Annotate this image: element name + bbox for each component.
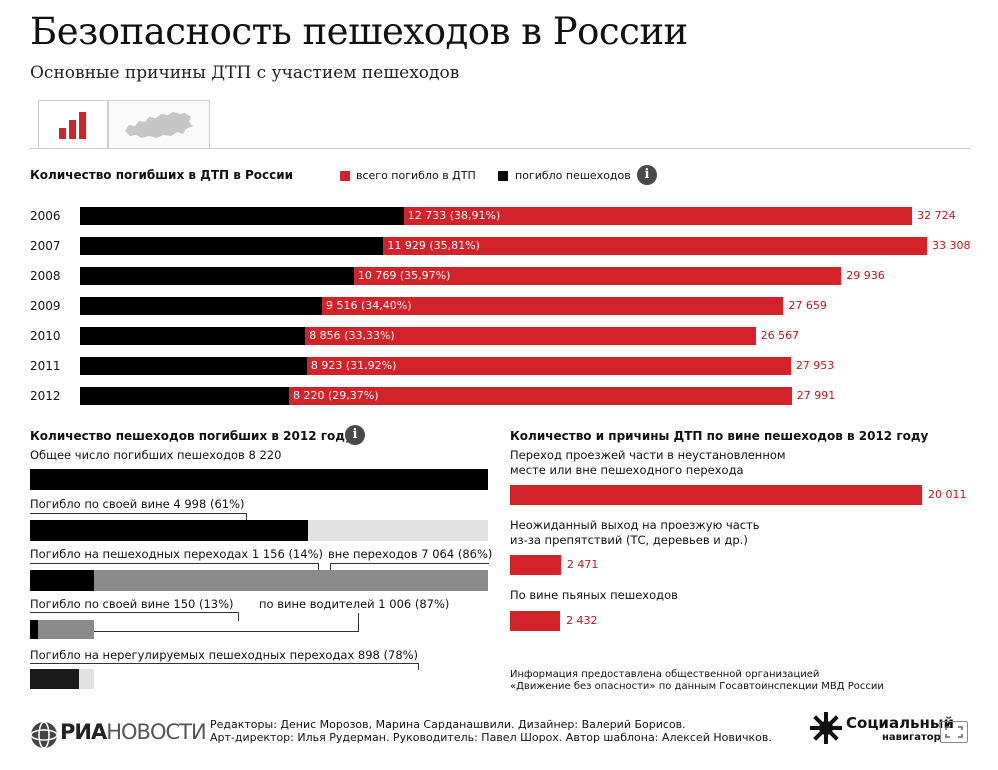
bar-cause bbox=[510, 485, 922, 505]
label-pedestrians: 8 923 (31,92%) bbox=[310, 359, 397, 372]
source-line2: «Движение без опасности» по данным Госав… bbox=[510, 681, 884, 692]
row5-bar bbox=[30, 669, 79, 689]
bar-cause bbox=[510, 555, 561, 575]
label-cause: 20 011 bbox=[928, 488, 967, 501]
year-label: 2012 bbox=[30, 389, 61, 403]
label-total: 27 659 bbox=[788, 299, 827, 312]
expand-icon bbox=[945, 726, 963, 738]
label-pedestrians: 11 929 (35,81%) bbox=[387, 239, 480, 252]
page-subtitle: Основные причины ДТП с участием пешеходо… bbox=[30, 63, 460, 83]
label-pedestrians: 9 516 (34,40%) bbox=[325, 299, 412, 312]
year-label: 2009 bbox=[30, 299, 61, 313]
bar-pedestrians bbox=[80, 297, 322, 315]
tab-chart[interactable] bbox=[38, 100, 108, 149]
ria-logo-light: НОВОСТИ bbox=[106, 720, 206, 744]
label-pedestrians: 10 769 (35,97%) bbox=[357, 269, 451, 282]
row4-bar-own-fault bbox=[30, 620, 38, 639]
year-label: 2008 bbox=[30, 269, 61, 283]
label-pedestrians: 12 733 (38,91%) bbox=[407, 209, 501, 222]
row4-label-right: по вине водителей 1 006 (87%) bbox=[259, 597, 450, 611]
row3-bar-outside bbox=[30, 570, 488, 591]
label-total: 33 308 bbox=[932, 239, 971, 252]
row3-bar-crossings bbox=[30, 570, 94, 591]
social-navigator-title: Социальный bbox=[846, 714, 954, 732]
label-cause: 2 432 bbox=[566, 614, 598, 627]
row5-leader bbox=[30, 663, 419, 670]
bar-pedestrians bbox=[80, 237, 384, 255]
row2-leader bbox=[30, 513, 247, 522]
row1-label: Общее число погибших пешеходов 8 220 bbox=[30, 448, 282, 462]
section1-title: Количество погибших в ДТП в России bbox=[30, 168, 294, 182]
source-line1: Информация предоставлена общественной ор… bbox=[510, 669, 820, 680]
cat2-label-line1: Неожиданный выход на проезжую часть bbox=[510, 518, 760, 532]
bar-chart-icon bbox=[59, 112, 86, 139]
page-title: Безопасность пешеходов в России bbox=[30, 10, 688, 53]
credits-line2: Арт-директор: Илья Рудерман. Руководител… bbox=[210, 731, 772, 744]
row2-bar bbox=[30, 520, 308, 541]
cat1-label-line2: месте или вне пешеходного перехода bbox=[510, 463, 744, 477]
label-cause: 2 471 bbox=[566, 558, 599, 571]
label-pedestrians: 8 856 (33,33%) bbox=[309, 329, 395, 342]
tab-map[interactable] bbox=[108, 100, 210, 149]
bar-pedestrians bbox=[80, 207, 404, 225]
credits-line1: Редакторы: Денис Морозов, Марина Сардана… bbox=[210, 718, 686, 731]
row3-leader-right bbox=[330, 563, 489, 571]
bar-cause bbox=[510, 611, 561, 631]
row3-label-left: Погибло на пешеходных переходах 1 156 (1… bbox=[30, 547, 323, 561]
row3-label-right: вне переходов 7 064 (86%) bbox=[328, 547, 493, 561]
label-total: 29 936 bbox=[846, 269, 885, 282]
row1-bar bbox=[30, 469, 488, 490]
tab-divider bbox=[30, 148, 970, 149]
fullscreen-button[interactable] bbox=[940, 721, 968, 743]
russia-map-icon bbox=[125, 112, 193, 138]
social-navigator-subtitle: навигатор bbox=[882, 732, 941, 743]
row5-label: Погибло на нерегулируемых пешеходных пер… bbox=[30, 648, 419, 662]
label-total: 26 567 bbox=[760, 329, 800, 342]
year-label: 2007 bbox=[30, 239, 61, 253]
legend-swatch-total bbox=[340, 171, 350, 181]
row4-leader-right bbox=[94, 613, 359, 632]
bar-pedestrians bbox=[80, 357, 307, 375]
ria-logo-bold: РИА bbox=[60, 720, 107, 744]
row2-label: Погибло по своей вине 4 998 (61%) bbox=[30, 497, 245, 511]
bar-pedestrians bbox=[80, 327, 306, 345]
label-pedestrians: 8 220 (29,37%) bbox=[293, 389, 379, 402]
year-label: 2011 bbox=[30, 359, 61, 373]
section2-title: Количество пешеходов погибших в 2012 год… bbox=[30, 429, 353, 443]
ria-logo[interactable]: РИАНОВОСТИ bbox=[60, 720, 207, 744]
info-icon[interactable]: i bbox=[637, 165, 657, 185]
legend-pedestrians: погибло пешеходов bbox=[515, 169, 631, 182]
year-label: 2010 bbox=[30, 329, 61, 343]
cat2-label-line2: из-за препятствий (ТС, деревьев и др.) bbox=[510, 533, 748, 547]
bar-pedestrians bbox=[80, 267, 354, 285]
section3-title: Количество и причины ДТП по вине пешеход… bbox=[510, 429, 929, 443]
label-total: 27 991 bbox=[796, 389, 836, 402]
bar-pedestrians bbox=[80, 387, 290, 405]
row4-leader-left bbox=[30, 612, 239, 621]
ria-logo-icon bbox=[30, 721, 58, 749]
row4-label-left: Погибло по своей вине 150 (13%) bbox=[30, 597, 234, 611]
label-total: 32 724 bbox=[917, 209, 956, 222]
row4-bar-drivers bbox=[30, 620, 94, 639]
legend-total: всего погибло в ДТП bbox=[356, 169, 476, 182]
social-navigator-icon bbox=[810, 712, 842, 744]
info-icon[interactable]: i bbox=[345, 425, 365, 445]
cat3-label-line1: По вине пьяных пешеходов bbox=[510, 588, 678, 602]
legend-swatch-pedestrians bbox=[498, 171, 508, 181]
label-total: 27 953 bbox=[795, 359, 835, 372]
cat1-label-line1: Переход проезжей части в неустановленном bbox=[510, 448, 786, 462]
row3-leader-left bbox=[30, 563, 319, 571]
year-label: 2006 bbox=[30, 209, 61, 223]
